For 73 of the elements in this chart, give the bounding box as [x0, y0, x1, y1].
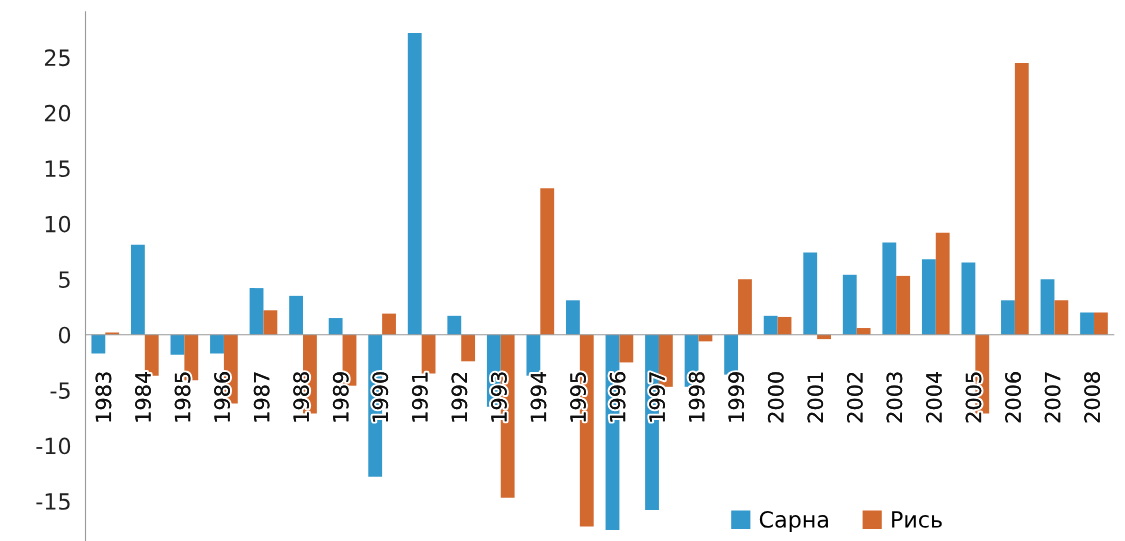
bar [421, 334, 436, 374]
bar [130, 244, 145, 335]
x-tick-label: 1988 [293, 372, 310, 422]
x-tick-label: 2006 [1005, 372, 1021, 423]
x-tick-label: 1983 [95, 372, 112, 422]
bar [896, 275, 911, 335]
bar [407, 32, 422, 335]
x-tick-label: 1984 [135, 371, 151, 422]
bar [1093, 312, 1108, 335]
bar [447, 315, 462, 335]
bar [289, 295, 304, 335]
bar [91, 334, 106, 354]
bar [1001, 300, 1015, 335]
bar [1014, 62, 1029, 335]
bar [566, 300, 580, 335]
bar [763, 315, 778, 335]
x-tick-label: 1998 [688, 372, 705, 422]
x-tick-label: 1995 [570, 372, 586, 422]
y-tick-label: 10 [45, 215, 71, 233]
bar [170, 334, 185, 355]
legend-label: Сарна [759, 511, 828, 533]
bar [842, 274, 857, 335]
bar [105, 332, 120, 335]
x-tick-label: 2002 [846, 372, 863, 423]
x-tick-label: 1990 [372, 372, 389, 422]
y-tick-label: -5 [50, 382, 70, 399]
y-tick-label: 20 [44, 104, 71, 122]
x-tick-label: 1992 [451, 372, 468, 422]
x-tick-label: 1989 [332, 372, 349, 422]
bar [1054, 300, 1069, 335]
x-tick-label: 1985 [174, 372, 191, 422]
x-tick-label: 2001 [807, 372, 824, 423]
bar [263, 310, 278, 335]
y-tick-label: 15 [45, 160, 70, 178]
x-tick-label: 2005 [965, 372, 982, 423]
bar [540, 188, 555, 335]
bar [328, 318, 343, 335]
bar [619, 334, 634, 363]
x-tick-label: 1994 [530, 371, 547, 422]
x-tick-label: 1993 [491, 372, 507, 422]
y-tick-label: 5 [59, 271, 70, 288]
x-tick-label: 1991 [411, 372, 428, 422]
bar [803, 252, 818, 335]
y-tick-label: -10 [36, 437, 71, 455]
x-tick-label: 1997 [649, 372, 665, 422]
x-tick-label: 2000 [767, 372, 784, 423]
bar [882, 242, 897, 335]
bar [382, 313, 396, 335]
x-tick-label: 2003 [886, 372, 903, 423]
y-tick-label: 0 [58, 326, 71, 344]
bar [210, 334, 224, 354]
bar [921, 259, 936, 335]
x-tick-label: 1996 [609, 372, 626, 422]
bar [1080, 312, 1094, 335]
bar [249, 288, 264, 335]
x-tick-label: 1999 [728, 372, 745, 422]
bar [961, 262, 976, 335]
y-tick-label: -15 [36, 493, 70, 510]
bar [935, 232, 950, 335]
x-tick-label: 1986 [214, 372, 230, 422]
bar [777, 316, 792, 335]
legend-label: Рись [892, 511, 942, 528]
x-tick-label: 2008 [1084, 372, 1101, 423]
bar [856, 328, 871, 335]
bar [738, 279, 752, 335]
y-tick-label: 25 [44, 49, 70, 67]
bar [817, 334, 831, 340]
bar [1040, 279, 1055, 335]
x-tick-label: 2007 [1044, 372, 1061, 423]
x-tick-label: 1987 [253, 372, 270, 422]
bar [461, 334, 476, 362]
bar [698, 334, 713, 342]
x-tick-label: 2004 [926, 371, 942, 423]
